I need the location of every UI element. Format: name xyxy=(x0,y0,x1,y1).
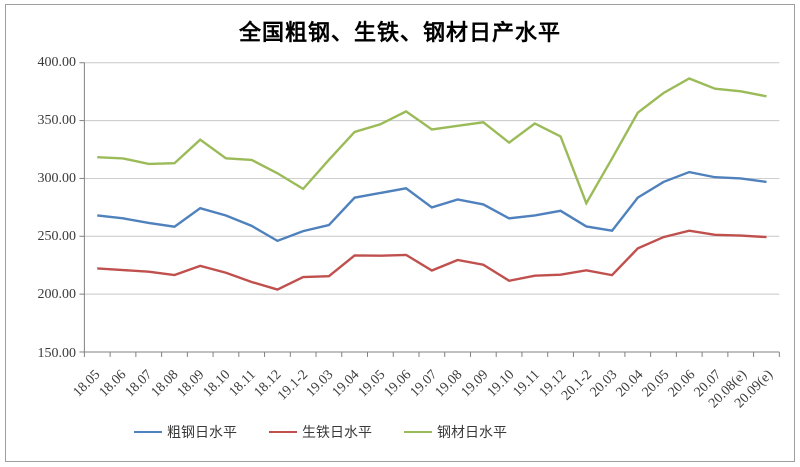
y-axis-label: 350.00 xyxy=(37,113,77,129)
legend-item-2: 钢材日水平 xyxy=(404,422,507,442)
y-axis-label: 250.00 xyxy=(37,229,77,245)
legend-item-1: 生铁日水平 xyxy=(269,422,372,442)
legend-label: 钢材日水平 xyxy=(437,426,507,441)
legend-item-0: 粗钢日水平 xyxy=(134,422,237,442)
chart-title: 全国粗钢、生铁、钢材日产水平 xyxy=(238,20,561,45)
y-axis-label: 150.00 xyxy=(37,345,77,361)
series-line-2 xyxy=(97,77,767,206)
legend-line-swatch xyxy=(404,431,432,433)
chart-plot-svg xyxy=(79,62,780,357)
series-line-1 xyxy=(97,229,767,291)
y-axis-label: 300.00 xyxy=(37,171,77,187)
y-axis-label: 400.00 xyxy=(37,55,77,70)
y-axis-label: 200.00 xyxy=(37,287,77,303)
legend-line-swatch xyxy=(269,431,297,433)
series-line-0 xyxy=(97,170,767,243)
legend: 粗钢日水平 生铁日水平 钢材日水平 xyxy=(134,422,507,442)
chart-frame: 全国粗钢、生铁、钢材日产水平 400.00 350.00 300.00 250.00 2… xyxy=(5,4,795,462)
legend-label: 粗钢日水平 xyxy=(167,426,237,441)
legend-line-swatch xyxy=(134,431,162,433)
legend-label: 生铁日水平 xyxy=(302,426,372,441)
